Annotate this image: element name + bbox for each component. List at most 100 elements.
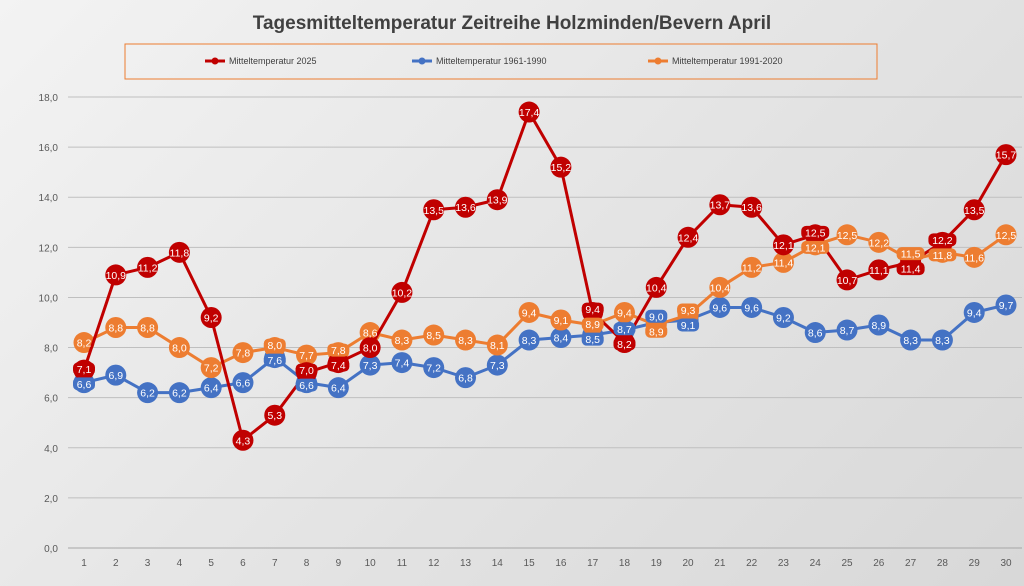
data-point bbox=[550, 309, 572, 331]
data-point bbox=[455, 367, 477, 389]
data-label: 7,4 bbox=[331, 360, 346, 372]
data-label: 9,6 bbox=[713, 302, 728, 314]
data-label: 9,2 bbox=[204, 312, 219, 324]
legend-label: Mitteltemperatur 1991-2020 bbox=[672, 56, 783, 66]
data-label: 6,6 bbox=[77, 379, 92, 391]
data-point bbox=[168, 337, 190, 359]
x-tick-label: 15 bbox=[524, 558, 536, 569]
data-label-background bbox=[73, 362, 95, 376]
legend-box bbox=[124, 43, 878, 80]
data-label: 12,2 bbox=[932, 235, 953, 247]
data-label: 11,2 bbox=[138, 262, 158, 274]
data-point bbox=[836, 224, 858, 246]
data-point bbox=[709, 276, 731, 298]
data-label-background bbox=[327, 343, 350, 357]
data-label-background bbox=[896, 247, 925, 261]
data-label: 12,1 bbox=[773, 240, 794, 252]
data-point bbox=[232, 372, 254, 394]
data-label-background bbox=[581, 317, 604, 331]
data-point bbox=[105, 317, 127, 339]
data-label-background bbox=[73, 377, 95, 391]
x-tick-label: 26 bbox=[873, 558, 885, 569]
data-label: 6,2 bbox=[172, 388, 187, 400]
y-tick-label: 8,0 bbox=[44, 344, 58, 355]
y-tick-label: 18,0 bbox=[39, 93, 59, 104]
data-label: 7,2 bbox=[204, 363, 219, 375]
data-label: 10,4 bbox=[646, 282, 667, 294]
series-line bbox=[82, 110, 1008, 442]
legend: Mitteltemperatur 2025 Mitteltemperatur 19… bbox=[205, 56, 783, 66]
data-point bbox=[772, 251, 794, 273]
data-label: 11,8 bbox=[170, 247, 190, 259]
data-point bbox=[105, 364, 127, 386]
data-label: 12,5 bbox=[805, 227, 826, 239]
data-point bbox=[741, 256, 763, 278]
data-label: 17,4 bbox=[519, 107, 540, 119]
x-tick-label: 19 bbox=[651, 558, 663, 569]
data-label: 12,2 bbox=[869, 237, 890, 249]
data-point bbox=[423, 324, 445, 346]
data-point bbox=[518, 329, 540, 351]
data-label: 8,7 bbox=[617, 324, 632, 336]
series-line bbox=[83, 303, 1007, 395]
data-label: 6,9 bbox=[108, 370, 123, 382]
data-point bbox=[486, 334, 508, 356]
data-label: 8,2 bbox=[77, 338, 92, 350]
data-point bbox=[455, 196, 477, 218]
data-point bbox=[709, 296, 731, 318]
data-label: 8,3 bbox=[522, 335, 537, 347]
data-label: 13,9 bbox=[487, 195, 508, 207]
data-label: 11,4 bbox=[774, 257, 794, 269]
data-label: 11,2 bbox=[742, 262, 762, 274]
data-label: 11,8 bbox=[933, 250, 953, 262]
data-label-background bbox=[928, 248, 957, 262]
x-tick-label: 25 bbox=[841, 558, 853, 569]
data-point bbox=[391, 352, 413, 374]
data-point bbox=[137, 256, 159, 278]
data-label-background bbox=[263, 338, 286, 352]
data-point bbox=[327, 377, 349, 399]
data-point bbox=[931, 329, 953, 351]
data-label: 8,6 bbox=[808, 328, 823, 340]
data-label: 13,5 bbox=[424, 205, 445, 217]
data-label: 10,2 bbox=[392, 287, 413, 299]
data-point bbox=[296, 344, 318, 366]
data-point bbox=[550, 156, 572, 178]
data-point bbox=[836, 269, 858, 291]
data-point bbox=[868, 231, 890, 253]
data-point bbox=[550, 327, 572, 349]
data-label: 8,3 bbox=[935, 335, 950, 347]
y-tick-label: 14,0 bbox=[39, 193, 59, 204]
x-tick-label: 16 bbox=[555, 558, 567, 569]
data-point bbox=[772, 306, 794, 328]
data-point bbox=[677, 226, 699, 248]
x-tick-label: 6 bbox=[240, 558, 246, 569]
data-point bbox=[868, 314, 890, 336]
data-point bbox=[518, 301, 540, 323]
x-tick-label: 20 bbox=[683, 558, 695, 569]
data-label: 8,8 bbox=[140, 323, 155, 335]
data-label: 4,3 bbox=[236, 435, 251, 447]
legend-marker bbox=[654, 57, 662, 65]
data-point bbox=[168, 382, 190, 404]
x-tick-label: 7 bbox=[272, 558, 278, 569]
x-tick-label: 11 bbox=[397, 558, 408, 569]
data-label: 8,9 bbox=[649, 326, 664, 338]
data-label: 8,7 bbox=[840, 325, 855, 337]
data-label: 7,4 bbox=[395, 358, 410, 370]
data-label-background bbox=[677, 318, 700, 332]
data-label: 10,9 bbox=[106, 270, 127, 282]
data-point bbox=[772, 234, 794, 256]
legend-label: Mitteltemperatur 1961-1990 bbox=[436, 56, 547, 66]
data-point bbox=[137, 382, 159, 404]
data-point bbox=[613, 301, 635, 323]
data-label: 8,0 bbox=[267, 340, 282, 352]
data-label: 12,1 bbox=[805, 242, 826, 254]
data-label-background bbox=[613, 337, 636, 351]
x-tick-label: 23 bbox=[778, 558, 790, 569]
data-point bbox=[200, 377, 222, 399]
data-label-background bbox=[581, 332, 604, 346]
legend-label: Mitteltemperatur 2025 bbox=[229, 56, 317, 66]
data-label: 7,3 bbox=[490, 360, 505, 372]
data-point bbox=[518, 101, 540, 123]
